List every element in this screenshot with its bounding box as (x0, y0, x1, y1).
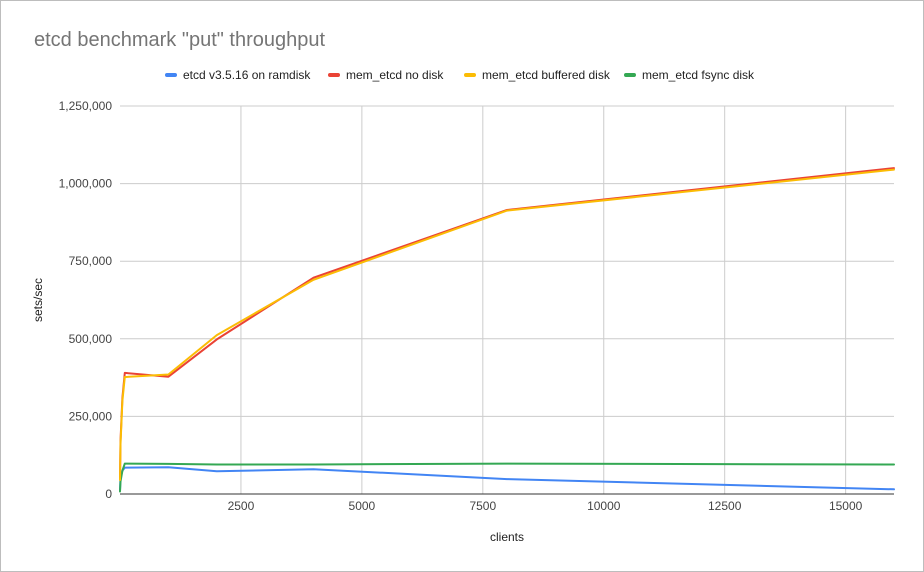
legend-item: etcd v3.5.16 on ramdisk (165, 67, 310, 83)
x-tick-label: 7500 (469, 499, 496, 513)
y-axis-title: sets/sec (31, 278, 45, 322)
x-axis-title: clients (490, 530, 524, 544)
chart-title: etcd benchmark "put" throughput (34, 29, 326, 51)
legend-swatch (464, 73, 476, 77)
x-tick-label: 2500 (228, 499, 255, 513)
y-tick-label: 1,000,000 (59, 177, 113, 191)
x-tick-label: 10000 (587, 499, 621, 513)
y-tick-label: 0 (105, 487, 112, 501)
x-tick-label: 12500 (708, 499, 742, 513)
x-tick-label: 5000 (349, 499, 376, 513)
legend-label: mem_etcd buffered disk (482, 68, 610, 82)
series-line-mem-etcd-fsync-disk (119, 462, 895, 493)
legend-item: mem_etcd no disk (328, 67, 443, 83)
legend-swatch (328, 73, 340, 77)
y-tick-label: 500,000 (69, 332, 113, 346)
legend-item: mem_etcd buffered disk (464, 67, 610, 83)
legend-item: mem_etcd fsync disk (624, 67, 754, 83)
legend-label: etcd v3.5.16 on ramdisk (183, 68, 311, 82)
y-tick-label: 250,000 (69, 409, 113, 423)
legend-swatch (165, 73, 177, 77)
y-tick-label: 1,250,000 (59, 99, 113, 113)
legend: etcd v3.5.16 on ramdisk mem_etcd no disk m… (1, 67, 924, 83)
series-line-etcd-v3-5-16-on-ramdisk (119, 466, 895, 492)
legend-label: mem_etcd no disk (346, 68, 444, 82)
series-line-mem-etcd-buffered-disk (119, 168, 895, 481)
x-tick-label: 15000 (829, 499, 863, 513)
y-tick-label: 750,000 (69, 254, 113, 268)
legend-label: mem_etcd fsync disk (642, 68, 755, 82)
legend-swatch (624, 73, 636, 77)
